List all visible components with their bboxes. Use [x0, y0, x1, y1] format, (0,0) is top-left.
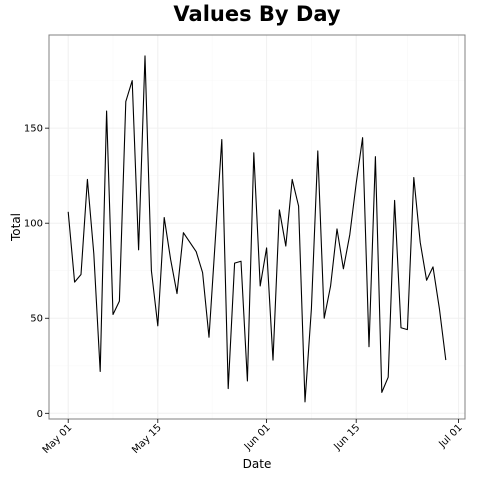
x-tick-label: Jul 01: [436, 422, 464, 450]
major-gridlines: [49, 35, 465, 419]
series-line: [67, 55, 447, 403]
y-tick-label: 0: [37, 409, 43, 420]
chart-title: Values By Day: [173, 2, 340, 26]
y-tick-label: 50: [30, 314, 43, 325]
x-tick-label: Jun 01: [242, 422, 273, 453]
y-tick-label: 100: [24, 219, 43, 230]
series-layer: [67, 55, 447, 403]
minor-gridlines: [49, 35, 465, 419]
x-tick-label: May 01: [41, 422, 75, 456]
y-axis-title: Total: [9, 213, 23, 242]
x-axis-title: Date: [243, 457, 272, 471]
x-axis: May 01 May 15 Jun 01 Jun 15 Jul 01: [41, 419, 465, 456]
plot-panel: [48, 34, 466, 420]
y-axis: 0 50 100 150: [24, 124, 49, 420]
x-tick-label: Jun 15: [332, 422, 363, 453]
x-tick-label: May 15: [130, 422, 164, 456]
y-tick-label: 150: [24, 124, 43, 135]
